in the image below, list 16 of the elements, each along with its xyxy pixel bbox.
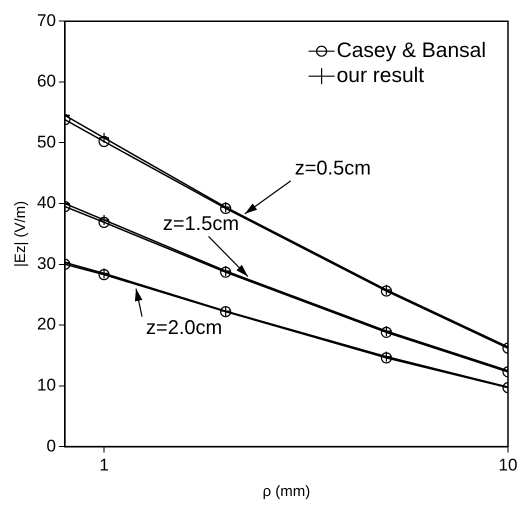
y-tick-label: 20 [36,314,56,334]
x-axis-title: ρ (mm) [262,483,310,500]
y-tick-label: 60 [36,72,56,91]
y-tick-label: 50 [36,132,56,152]
y-tick-label: 10 [36,376,56,395]
y-tick-label: 30 [36,254,56,273]
y-tick-label: 0 [46,436,56,456]
annotation: z=1.5cm [162,212,240,235]
legend-label: our result [336,64,424,87]
legend-label: Casey & Bansal [336,38,486,62]
annotation: z=2.0cm [146,317,222,340]
x-tick-label: 1 [99,455,109,474]
y-tick-label: 70 [36,10,56,30]
y-tick-label: 40 [36,193,56,212]
y-axis-title: |Ez| (V/m) [12,200,30,267]
annotation: z=0.5cm [294,157,371,180]
